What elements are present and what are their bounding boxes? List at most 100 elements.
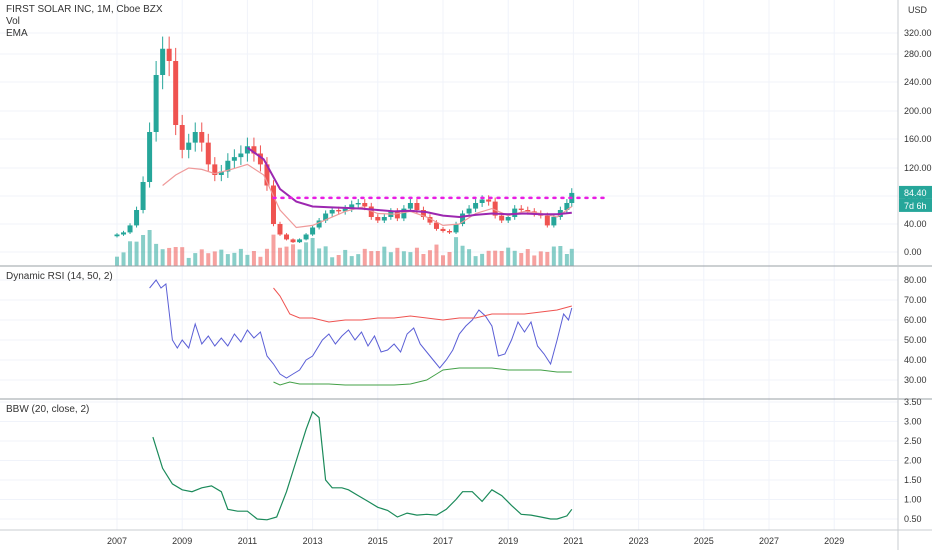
candle-body[interactable] (297, 239, 303, 243)
candle-body[interactable] (153, 75, 159, 132)
candle-body[interactable] (270, 185, 276, 225)
candle-body[interactable] (147, 132, 153, 182)
candle-body[interactable] (173, 61, 179, 125)
candle-body[interactable] (544, 215, 550, 226)
dynamic-rsi-pane[interactable] (149, 279, 573, 386)
candle-body[interactable] (277, 224, 283, 235)
symbol-title[interactable]: FIRST SOLAR INC, 1M, Cboe BZX (6, 4, 163, 15)
rsi-tick-label: 30.00 (904, 375, 927, 385)
volume-bar (121, 252, 126, 266)
candle-body[interactable] (121, 232, 127, 235)
candle-body[interactable] (375, 217, 381, 221)
candle-body[interactable] (310, 227, 316, 235)
candle-body[interactable] (512, 208, 518, 217)
ema-legend-label[interactable]: EMA (6, 28, 28, 39)
candle-body[interactable] (303, 234, 309, 240)
candle-body[interactable] (427, 217, 433, 223)
candle-body[interactable] (231, 157, 237, 161)
bbw-tick-label: 3.50 (904, 397, 922, 407)
time-tick-label: 2029 (824, 536, 844, 546)
volume-bar (512, 250, 517, 266)
candle-body[interactable] (525, 210, 531, 212)
candle-body[interactable] (257, 153, 263, 165)
candle-body[interactable] (323, 213, 329, 221)
volume-bar (545, 251, 550, 266)
bbw-legend[interactable]: BBW (20, close, 2) (6, 404, 90, 415)
candle-body[interactable] (127, 225, 133, 233)
price-tick-label: 160.00 (904, 134, 932, 144)
candle-body[interactable] (466, 208, 472, 214)
candle-body[interactable] (212, 164, 218, 175)
candle-body[interactable] (355, 203, 361, 205)
candle-body[interactable] (518, 208, 524, 210)
volume-bar (388, 252, 393, 266)
candle-body[interactable] (564, 203, 570, 210)
candle-body[interactable] (499, 215, 505, 221)
candle-body[interactable] (368, 206, 374, 218)
candle-body[interactable] (251, 146, 257, 154)
candle-body[interactable] (486, 199, 492, 202)
volume-bar (414, 247, 419, 266)
candle-body[interactable] (440, 228, 446, 231)
volume-bar (454, 237, 459, 266)
volume-bar (460, 245, 465, 266)
candle-body[interactable] (473, 203, 479, 209)
candle-body[interactable] (166, 48, 172, 61)
candle-body[interactable] (460, 213, 466, 225)
rsi-tick-label: 50.00 (904, 335, 927, 345)
volume-bar (467, 249, 472, 266)
candle-body[interactable] (336, 210, 342, 212)
volume-bar (147, 230, 152, 266)
candle-body[interactable] (284, 234, 290, 240)
price-pane[interactable] (114, 36, 608, 266)
candle-body[interactable] (479, 199, 485, 204)
rsi-legend[interactable]: Dynamic RSI (14, 50, 2) (6, 271, 113, 282)
volume-legend-label[interactable]: Vol (6, 16, 20, 27)
candle-body[interactable] (420, 210, 426, 217)
candle-body[interactable] (179, 125, 185, 150)
candle-body[interactable] (192, 132, 198, 143)
candle-body[interactable] (199, 132, 205, 143)
candle-body[interactable] (244, 146, 250, 154)
candle-body[interactable] (114, 234, 120, 237)
candle-body[interactable] (140, 182, 146, 210)
candle-body[interactable] (381, 217, 387, 221)
bbw-tick-label: 1.50 (904, 475, 922, 485)
volume-bar (245, 254, 250, 266)
candle-body[interactable] (316, 220, 322, 228)
candle-body[interactable] (264, 164, 270, 186)
candle-body[interactable] (238, 153, 244, 158)
candle-body[interactable] (551, 217, 557, 226)
candle-body[interactable] (433, 222, 439, 229)
candle-body[interactable] (401, 208, 407, 219)
candle-body[interactable] (492, 201, 498, 216)
price-tick-label: 40.00 (904, 219, 927, 229)
candle-body[interactable] (414, 203, 420, 210)
candle-body[interactable] (329, 210, 335, 214)
candle-body[interactable] (205, 142, 211, 165)
price-tick-label: 200.00 (904, 106, 932, 116)
volume-bar (382, 246, 387, 266)
time-tick-label: 2017 (433, 536, 453, 546)
candle-body[interactable] (186, 142, 192, 150)
candle-body[interactable] (447, 231, 453, 233)
time-tick-label: 2025 (694, 536, 714, 546)
candle-body[interactable] (453, 224, 459, 233)
candle-body[interactable] (407, 203, 413, 209)
volume-bar (421, 254, 426, 266)
candle-body[interactable] (349, 204, 355, 209)
candle-body[interactable] (134, 210, 140, 226)
candle-body[interactable] (362, 203, 368, 207)
candle-body[interactable] (218, 171, 224, 176)
candle-body[interactable] (394, 211, 400, 219)
rsi-line (149, 279, 573, 379)
time-tick-label: 2021 (563, 536, 583, 546)
candle-body[interactable] (290, 239, 296, 243)
candle-body[interactable] (505, 217, 511, 221)
candle-body[interactable] (342, 208, 348, 212)
candle-body[interactable] (225, 160, 231, 172)
volume-bar (493, 250, 498, 266)
bbw-pane[interactable] (152, 410, 573, 521)
candle-body[interactable] (160, 48, 166, 75)
